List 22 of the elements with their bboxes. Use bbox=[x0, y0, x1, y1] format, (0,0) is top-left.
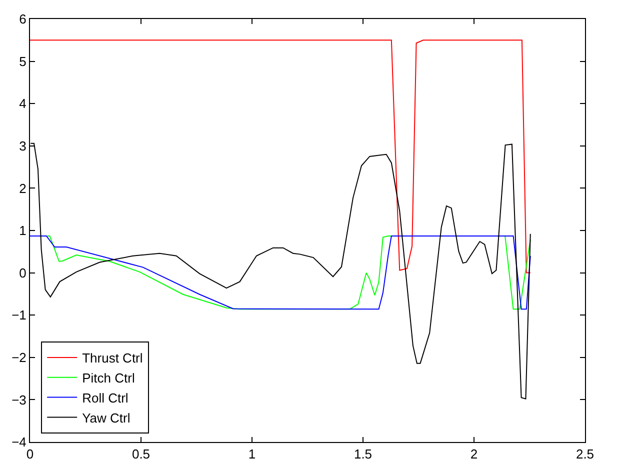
x-tick-label: 1.5 bbox=[354, 446, 372, 462]
line-series bbox=[30, 40, 531, 274]
y-tick-label: −4 bbox=[12, 434, 26, 450]
legend-label: Yaw Ctrl bbox=[82, 410, 130, 426]
y-tick-label: 1 bbox=[19, 223, 26, 238]
y-tick-label: 5 bbox=[19, 54, 26, 69]
legend-label: Pitch Ctrl bbox=[82, 370, 135, 386]
x-tick-label: 1 bbox=[248, 446, 256, 462]
x-tick-label: 2 bbox=[470, 446, 478, 462]
y-tick-label: −3 bbox=[12, 392, 26, 408]
y-tick-label: 0 bbox=[19, 265, 26, 280]
legend-label: Roll Ctrl bbox=[82, 390, 128, 406]
y-tick-label: −1 bbox=[12, 308, 26, 323]
y-tick-label: 4 bbox=[19, 96, 26, 112]
y-tick-label: 2 bbox=[19, 180, 26, 196]
x-tick-label: 2.5 bbox=[576, 446, 594, 462]
x-tick-label: 0.5 bbox=[132, 446, 150, 462]
legend-label: Thrust Ctrl bbox=[82, 350, 143, 366]
y-tick-label: 3 bbox=[19, 138, 26, 154]
line-series bbox=[30, 236, 531, 310]
y-tick-label: 6 bbox=[19, 12, 26, 27]
y-tick-label: −2 bbox=[12, 350, 26, 365]
